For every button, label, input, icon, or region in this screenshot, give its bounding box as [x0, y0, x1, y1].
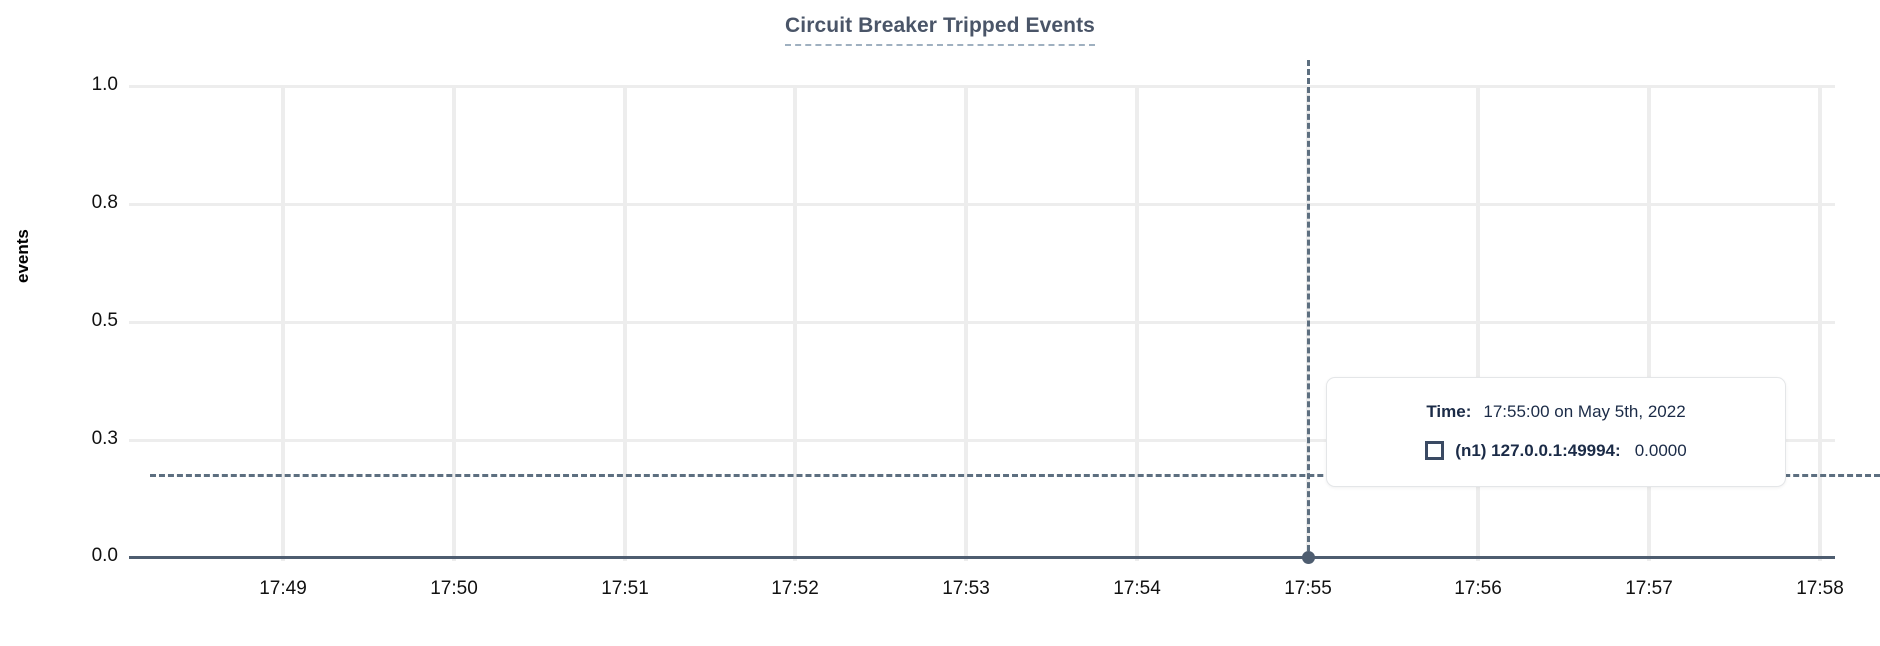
gridline-horizontal: [129, 203, 1835, 206]
x-tick-label-5: 17:53: [942, 578, 990, 599]
tooltip-time-value: 17:55:00 on May 5th, 2022: [1483, 402, 1686, 421]
gridline-vertical: [1647, 85, 1651, 561]
page-title: Circuit Breaker Tripped Events: [0, 13, 1880, 46]
gridline-vertical: [1476, 85, 1480, 561]
y-tick-label-3: 0.5: [91, 310, 118, 331]
x-tick-label-4: 17:52: [771, 578, 819, 599]
tooltip-time-row: Time: 17:55:00 on May 5th, 2022: [1327, 398, 1785, 425]
tooltip-series-value: 0.0000: [1634, 441, 1687, 460]
y-axis-title: events: [13, 229, 32, 283]
plot-area[interactable]: [129, 60, 1880, 564]
x-tick-label-1: 17:49: [259, 578, 307, 599]
x-tick-label-6: 17:54: [1113, 578, 1161, 599]
gridline-vertical: [623, 85, 627, 561]
crosshair-horizontal: [150, 474, 1880, 477]
x-tick-label-7: 17:55: [1284, 578, 1332, 599]
x-tick-label-3: 17:51: [601, 578, 649, 599]
chart-title-text: Circuit Breaker Tripped Events: [785, 13, 1095, 46]
gridline-vertical: [281, 85, 285, 561]
y-tick-label-1: 1.0: [91, 74, 118, 95]
x-tick-label-8: 17:56: [1454, 578, 1502, 599]
data-point-marker[interactable]: [1302, 551, 1315, 564]
y-tick-label-2: 0.8: [91, 192, 118, 213]
gridline-horizontal: [129, 321, 1835, 324]
series-line-n1: [129, 556, 1835, 559]
tooltip-time-label: Time:: [1426, 402, 1472, 421]
crosshair-vertical: [1307, 60, 1310, 560]
hollow-square-icon: [1425, 441, 1445, 460]
gridline-horizontal: [129, 85, 1835, 88]
x-tick-label-10: 17:58: [1796, 578, 1844, 599]
gridline-vertical: [452, 85, 456, 561]
gridline-vertical: [793, 85, 797, 561]
x-tick-label-9: 17:57: [1625, 578, 1673, 599]
gridline-vertical: [1135, 85, 1139, 561]
x-tick-label-2: 17:50: [430, 578, 478, 599]
gridline-vertical: [1818, 85, 1822, 561]
gridline-vertical: [964, 85, 968, 561]
tooltip-series-row: (n1) 127.0.0.1:49994: 0.0000: [1327, 437, 1785, 464]
chart-tooltip: Time: 17:55:00 on May 5th, 2022 (n1) 127…: [1326, 377, 1786, 487]
tooltip-series-name: (n1) 127.0.0.1:49994:: [1455, 441, 1621, 460]
y-tick-label-4: 0.3: [91, 428, 118, 449]
gridline-horizontal: [129, 439, 1835, 442]
y-tick-label-5: 0.0: [91, 545, 118, 566]
